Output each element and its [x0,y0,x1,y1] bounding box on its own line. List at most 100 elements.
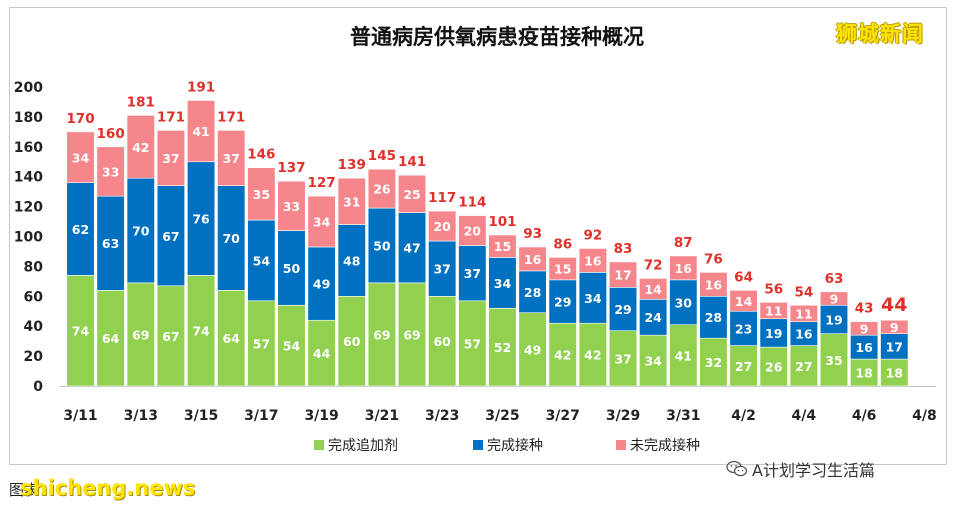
data-label: 17 [886,339,903,354]
legend-label: 完成接种 [487,437,543,454]
x-tick-label: 3/11 [63,408,97,424]
data-label: 16 [795,327,813,342]
data-label: 54 [253,253,271,268]
bar-segment [247,300,276,387]
data-label: 32 [705,355,722,370]
legend-swatch [314,440,324,450]
bar-segment [156,130,185,186]
x-tick-label: 3/25 [485,408,519,424]
total-label: 146 [247,147,275,163]
bar-segment [819,333,849,387]
bar-segment [729,310,758,346]
data-label: 28 [705,310,722,325]
bar-segment [428,210,457,242]
data-label: 34 [494,276,512,291]
total-label: 160 [97,126,125,142]
data-label: 41 [675,348,692,363]
data-label: 28 [524,285,541,300]
total-label: 56 [764,281,783,297]
total-label: 141 [398,154,426,170]
data-label: 18 [886,366,903,381]
data-label: 42 [584,348,601,363]
bar-segment [578,322,607,387]
data-label: 34 [72,150,90,165]
bar-segment [578,272,607,324]
data-label: 16 [584,253,602,268]
y-tick-label: 200 [14,80,43,96]
total-label: 145 [368,148,396,164]
data-label: 9 [860,321,869,336]
y-tick-label: 180 [14,110,43,126]
data-label: 9 [890,320,899,335]
data-label: 57 [253,336,270,351]
total-label: 64 [734,269,753,285]
x-tick-label: 3/29 [606,408,640,424]
bar-segment [187,161,216,276]
data-label: 49 [524,342,541,357]
x-tick-label: 3/17 [244,408,278,424]
bar-segment [66,275,95,387]
bar-segment [518,246,547,272]
chart-title: 普通病房供氧病患疫苗接种概况 [350,25,644,49]
x-tick-label: 4/4 [792,408,817,424]
bar-segment [458,215,487,246]
data-label: 76 [192,212,210,227]
data-label: 18 [855,366,872,381]
bar-segment [669,279,698,326]
total-label: 171 [157,109,185,125]
data-label: 16 [705,277,723,292]
y-tick-label: 0 [33,379,43,395]
total-label: 171 [217,109,245,125]
data-label: 37 [614,351,631,366]
bar-segment [126,115,155,179]
data-label: 25 [403,187,420,202]
x-tick-label: 3/19 [304,408,338,424]
data-label: 26 [765,360,783,375]
data-label: 29 [554,295,571,310]
bar-segment [458,245,487,302]
total-label: 72 [644,257,663,273]
bar-segment [608,261,638,288]
data-label: 37 [464,266,481,281]
data-label: 29 [614,302,631,317]
bar-segment [397,282,427,387]
total-label: 83 [614,241,633,257]
data-label: 67 [162,329,179,344]
bar-segment [699,337,728,387]
bar-segment [187,275,216,387]
y-tick-label: 60 [24,289,44,305]
total-label: 92 [583,227,602,243]
bar-segment [488,257,517,309]
bar-segment [458,300,487,387]
data-label: 19 [825,312,842,327]
data-label: 30 [675,295,693,310]
data-label: 64 [102,331,120,346]
total-label: 181 [127,94,155,110]
data-label: 69 [132,327,149,342]
bar-segment [277,304,306,387]
total-label: 43 [855,301,874,317]
data-label: 63 [102,236,119,251]
data-label: 47 [403,241,420,256]
bar-segment [307,319,336,387]
y-tick-label: 40 [24,319,44,335]
bar-segment [819,291,849,306]
bar-segment [217,290,246,387]
data-label: 17 [614,268,631,283]
data-label: 27 [735,359,752,374]
bar-segment [367,282,396,387]
bar-segment [639,334,668,387]
bar-segment [669,324,698,387]
bar-segment [608,330,638,387]
total-label: 54 [794,284,813,300]
bar-segment [578,248,607,273]
data-label: 35 [253,187,270,202]
bar-segment [699,272,728,297]
data-label: 52 [494,340,511,355]
legend-swatch [616,440,626,450]
data-label: 57 [464,336,481,351]
data-label: 14 [735,294,753,309]
data-label: 20 [464,224,482,239]
data-label: 64 [222,331,240,346]
